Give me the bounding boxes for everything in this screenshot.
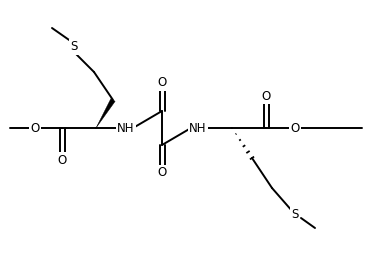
Text: NH: NH xyxy=(117,121,135,135)
Text: S: S xyxy=(291,209,299,221)
Polygon shape xyxy=(96,99,115,128)
Text: NH: NH xyxy=(117,121,135,135)
Text: NH: NH xyxy=(189,121,207,135)
Text: O: O xyxy=(290,121,300,135)
Text: O: O xyxy=(57,154,67,166)
Text: S: S xyxy=(291,209,299,221)
Text: S: S xyxy=(70,40,78,54)
Text: O: O xyxy=(158,166,166,180)
Text: O: O xyxy=(30,121,40,135)
Text: O: O xyxy=(30,121,40,135)
Text: O: O xyxy=(262,90,270,102)
Text: O: O xyxy=(158,76,166,90)
Text: NH: NH xyxy=(189,121,207,135)
Text: O: O xyxy=(158,166,166,180)
Text: O: O xyxy=(262,90,270,102)
Text: O: O xyxy=(57,154,67,166)
Text: O: O xyxy=(158,76,166,90)
Text: S: S xyxy=(70,40,78,54)
Text: O: O xyxy=(290,121,300,135)
